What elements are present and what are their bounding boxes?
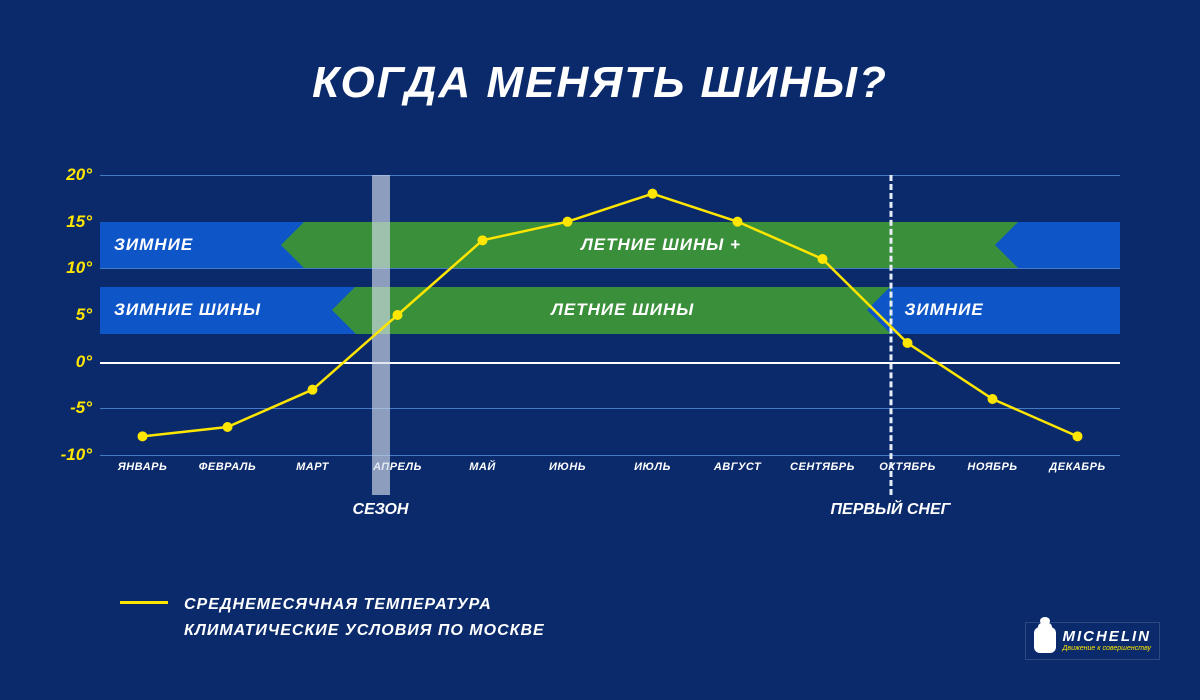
- month-label: ИЮНЬ: [549, 461, 586, 473]
- y-tick-label: -5°: [70, 398, 92, 418]
- bibendum-icon: [1034, 627, 1056, 653]
- vertical-marker-label: СЕЗОН: [353, 501, 409, 519]
- month-label: ДЕКАБРЬ: [1049, 461, 1105, 473]
- brand-tagline: Движение к совершенству: [1062, 645, 1151, 652]
- legend-line: СРЕДНЕМЕСЯЧНАЯ ТЕМПЕРАТУРА: [184, 592, 545, 618]
- legend-text: СРЕДНЕМЕСЯЧНАЯ ТЕМПЕРАТУРАКЛИМАТИЧЕСКИЕ …: [184, 592, 545, 643]
- y-tick-label: 0°: [76, 352, 92, 372]
- brand-logo: MICHELIN Движение к совершенству: [1025, 622, 1160, 660]
- y-tick-label: 5°: [76, 305, 92, 325]
- month-label: МАРТ: [296, 461, 329, 473]
- legend-swatch: [120, 601, 168, 604]
- temperature-chart: 20°15°10°5°0°-5°-10°ЯНВАРЬФЕВРАЛЬМАРТАПР…: [100, 175, 1120, 455]
- month-label: АВГУСТ: [714, 461, 761, 473]
- chart-legend: СРЕДНЕМЕСЯЧНАЯ ТЕМПЕРАТУРАКЛИМАТИЧЕСКИЕ …: [120, 592, 545, 643]
- month-label: МАЙ: [469, 461, 496, 473]
- month-label: ЯНВАРЬ: [118, 461, 168, 473]
- gridline: [100, 455, 1120, 456]
- month-label: НОЯБРЬ: [967, 461, 1017, 473]
- temperature-line: [100, 175, 1120, 455]
- y-tick-label: 15°: [66, 212, 92, 232]
- page-title: КОГДА МЕНЯТЬ ШИНЫ?: [0, 58, 1200, 108]
- y-tick-label: 10°: [66, 258, 92, 278]
- month-label: СЕНТЯБРЬ: [790, 461, 855, 473]
- month-label: ОКТЯБРЬ: [879, 461, 936, 473]
- y-tick-label: 20°: [66, 165, 92, 185]
- brand-name: MICHELIN: [1062, 628, 1151, 645]
- month-label: ФЕВРАЛЬ: [199, 461, 256, 473]
- legend-line: КЛИМАТИЧЕСКИЕ УСЛОВИЯ ПО МОСКВЕ: [184, 618, 545, 644]
- y-tick-label: -10°: [61, 445, 92, 465]
- month-label: ИЮЛЬ: [634, 461, 671, 473]
- vertical-marker-label: ПЕРВЫЙ СНЕГ: [831, 501, 951, 519]
